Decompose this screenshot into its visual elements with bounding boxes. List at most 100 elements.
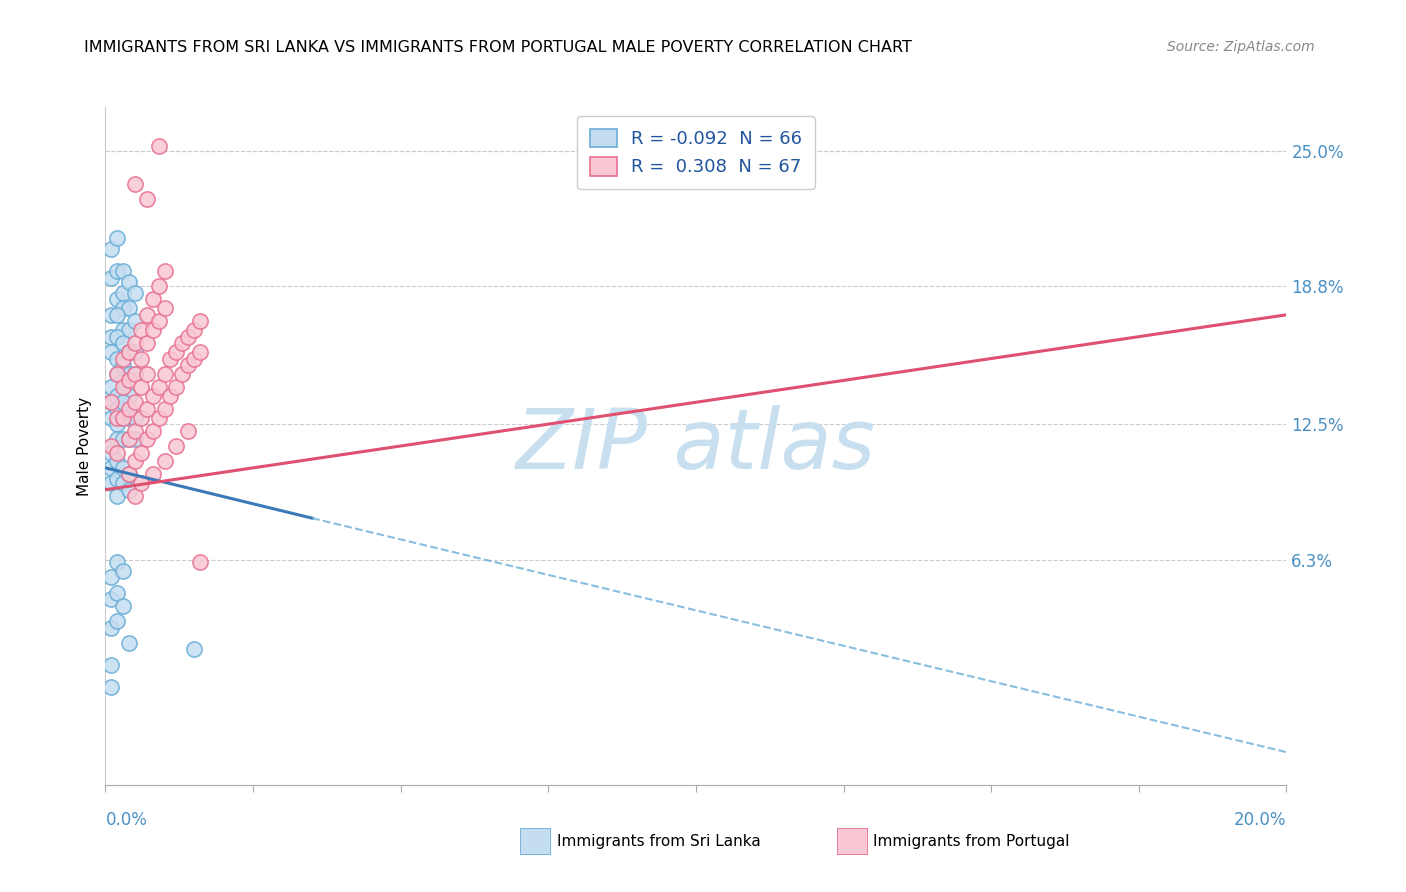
Point — [100, 242, 122, 256]
Point — [100, 439, 122, 453]
Point — [118, 275, 141, 289]
Text: 0.0%: 0.0% — [105, 811, 148, 830]
Point — [159, 351, 181, 366]
Point — [142, 389, 165, 403]
Point — [183, 323, 205, 337]
Point — [153, 454, 176, 468]
Point — [100, 345, 122, 359]
Text: Immigrants from Sri Lanka: Immigrants from Sri Lanka — [557, 834, 761, 848]
Point — [135, 433, 157, 447]
Point — [112, 410, 135, 425]
Y-axis label: Male Poverty: Male Poverty — [77, 396, 93, 496]
Point — [172, 367, 194, 381]
Text: Immigrants from Portugal: Immigrants from Portugal — [873, 834, 1070, 848]
Point — [105, 264, 128, 278]
Point — [148, 410, 170, 425]
Point — [118, 301, 141, 316]
Point — [148, 380, 170, 394]
Point — [112, 380, 135, 394]
Point — [129, 410, 152, 425]
Point — [135, 367, 157, 381]
Point — [112, 433, 135, 447]
Point — [188, 555, 211, 569]
Point — [148, 139, 170, 153]
Point — [105, 389, 128, 403]
Point — [129, 445, 152, 459]
Point — [124, 336, 146, 351]
Point — [142, 293, 165, 307]
Point — [129, 323, 152, 337]
Point — [112, 45, 135, 60]
Point — [100, 410, 122, 425]
Point — [112, 336, 135, 351]
Point — [105, 445, 128, 459]
Point — [183, 642, 205, 657]
Point — [142, 467, 165, 482]
Point — [129, 351, 152, 366]
Point — [118, 367, 141, 381]
Point — [118, 483, 141, 497]
Point — [153, 401, 176, 416]
Point — [112, 351, 135, 366]
Point — [148, 314, 170, 328]
Point — [100, 680, 122, 694]
Point — [124, 454, 146, 468]
Legend: R = -0.092  N = 66, R =  0.308  N = 67: R = -0.092 N = 66, R = 0.308 N = 67 — [576, 116, 815, 189]
Point — [105, 614, 128, 628]
Point — [142, 424, 165, 438]
Point — [100, 620, 122, 634]
Point — [112, 285, 135, 300]
Point — [124, 489, 146, 503]
Point — [142, 323, 165, 337]
Point — [112, 564, 135, 578]
Point — [118, 345, 141, 359]
Point — [165, 380, 187, 394]
Point — [105, 367, 128, 381]
Point — [105, 555, 128, 569]
Point — [188, 345, 211, 359]
Point — [100, 592, 122, 607]
Point — [118, 401, 141, 416]
Point — [105, 585, 128, 599]
Point — [105, 401, 128, 416]
Point — [112, 395, 135, 409]
Point — [124, 424, 146, 438]
Point — [100, 476, 122, 491]
Point — [100, 308, 122, 322]
Point — [165, 345, 187, 359]
Point — [124, 433, 146, 447]
Point — [100, 380, 122, 394]
Point — [112, 461, 135, 475]
Point — [100, 657, 122, 672]
Point — [153, 264, 176, 278]
Point — [172, 336, 194, 351]
Point — [105, 417, 128, 431]
Point — [124, 285, 146, 300]
Point — [148, 279, 170, 293]
Point — [124, 367, 146, 381]
Point — [183, 351, 205, 366]
Point — [100, 395, 122, 409]
Point — [112, 373, 135, 387]
Point — [177, 329, 200, 343]
Point — [112, 476, 135, 491]
Text: Source: ZipAtlas.com: Source: ZipAtlas.com — [1167, 40, 1315, 54]
Point — [135, 336, 157, 351]
Point — [153, 367, 176, 381]
Point — [112, 264, 135, 278]
Point — [118, 433, 141, 447]
Point — [124, 410, 146, 425]
Point — [135, 308, 157, 322]
Point — [105, 472, 128, 486]
Point — [124, 314, 146, 328]
Point — [105, 293, 128, 307]
Point — [112, 358, 135, 372]
Point — [100, 270, 122, 285]
Point — [100, 329, 122, 343]
Point — [118, 389, 141, 403]
Point — [105, 329, 128, 343]
Point — [118, 467, 141, 482]
Point — [112, 323, 135, 337]
Point — [177, 424, 200, 438]
Point — [105, 367, 128, 381]
